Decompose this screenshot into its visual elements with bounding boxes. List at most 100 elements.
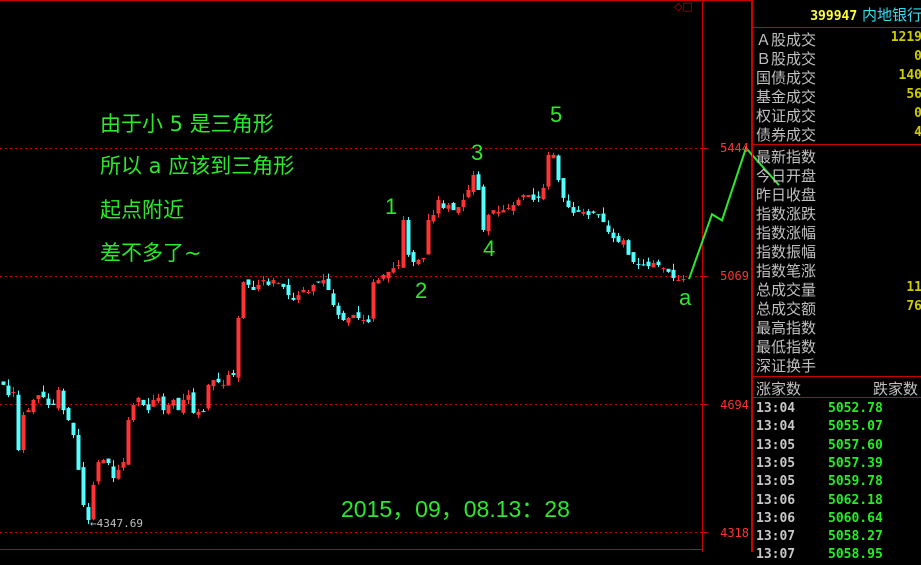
candle-up — [206, 384, 211, 409]
candle-up — [116, 469, 121, 479]
index-code: 399947 — [810, 9, 858, 24]
stat-value: 4 — [914, 125, 921, 140]
candle-down — [266, 281, 271, 285]
candlestick-chart — [0, 0, 780, 552]
up-count-label: 涨家数 — [756, 380, 802, 398]
candle-up — [506, 208, 511, 210]
candle-down — [606, 225, 611, 232]
candle-up — [91, 484, 96, 520]
candle-down — [216, 378, 221, 383]
candle-up — [131, 405, 136, 421]
stat-row: Ｂ股成交 0 — [756, 48, 921, 68]
candle-up — [386, 271, 391, 279]
candle-up — [166, 405, 171, 414]
candle-up — [456, 207, 461, 213]
candle-down — [291, 297, 296, 300]
candle-up — [371, 282, 376, 319]
candle-down — [631, 252, 636, 263]
candle-down — [411, 252, 416, 263]
candle-down — [146, 404, 151, 411]
candle-down — [86, 507, 91, 521]
tick-price: 5060.64 — [828, 510, 883, 526]
candle-up — [171, 399, 176, 406]
candle-down — [1, 381, 6, 385]
candle-down — [561, 178, 566, 198]
candle-up — [501, 210, 506, 213]
candle-down — [531, 194, 536, 200]
candle-up — [511, 205, 516, 211]
candle-up — [311, 284, 316, 292]
stat-row: 基金成交 56 — [756, 86, 921, 106]
candle-up — [346, 317, 351, 323]
tick-row: 13:04 5055.07 — [756, 419, 921, 437]
wave-label-1: 1 — [385, 194, 398, 219]
candle-up — [546, 154, 551, 187]
stat-label: 债券成交 — [756, 126, 817, 144]
candle-down — [571, 207, 576, 213]
stat-value: 0 — [914, 106, 921, 121]
candle-up — [36, 395, 41, 400]
candle-up — [551, 154, 556, 159]
field-row: 指数振幅 — [756, 241, 921, 261]
candle-up — [466, 189, 471, 198]
tick-price: 5052.78 — [828, 401, 883, 416]
stat-label: Ａ股成交 — [756, 31, 817, 49]
candle-down — [316, 281, 321, 283]
candle-down — [51, 403, 56, 406]
candle-down — [16, 394, 21, 451]
field-row: 指数笔涨 — [756, 260, 921, 280]
candle-down — [616, 236, 621, 242]
candle-up — [256, 284, 261, 290]
annotation-line: 差不多了~ — [100, 241, 202, 265]
candle-up — [306, 292, 311, 294]
candle-up — [471, 174, 476, 193]
candle-up — [236, 317, 241, 378]
stat-label: 国债成交 — [756, 69, 817, 87]
candle-down — [141, 399, 146, 406]
candle-up — [581, 211, 586, 214]
y-tick-label: 5069 — [720, 269, 749, 283]
candle-down — [76, 435, 81, 470]
candle-down — [566, 200, 571, 208]
tick-time: 13:05 — [756, 455, 796, 471]
annotation-line: 由于小 5 是三角形 — [100, 112, 274, 136]
candle-down — [281, 283, 286, 287]
field-label: 最高指数 — [756, 319, 817, 337]
tick-price: 5055.07 — [828, 419, 883, 435]
tick-time: 13:04 — [756, 419, 796, 435]
candle-up — [391, 268, 396, 273]
tick-row: 13:06 5060.64 — [756, 511, 921, 529]
candle-down — [476, 174, 481, 190]
field-row: 指数涨幅 — [756, 222, 921, 242]
candle-down — [586, 211, 591, 215]
candle-down — [41, 391, 46, 398]
candle-up — [186, 395, 191, 400]
stat-label: 权证成交 — [756, 107, 817, 125]
tick-price: 5057.60 — [828, 437, 883, 453]
candle-up — [26, 410, 31, 413]
tick-time: 13:07 — [756, 547, 796, 563]
field-row: 深证换手 — [756, 355, 921, 375]
candle-up — [56, 389, 61, 409]
wave-label-2: 2 — [415, 278, 428, 303]
candle-down — [81, 467, 86, 506]
candle-up — [11, 392, 16, 394]
candle-up — [96, 462, 101, 482]
candle-up — [516, 199, 521, 206]
candle-down — [176, 397, 181, 411]
tick-row: 13:05 5057.60 — [756, 438, 921, 456]
stat-value: 1219 — [890, 30, 921, 45]
candle-up — [651, 263, 656, 268]
candle-down — [536, 196, 541, 198]
candle-up — [351, 314, 356, 318]
candle-up — [296, 295, 301, 300]
candle-up — [276, 283, 281, 285]
candle-down — [671, 269, 676, 279]
tick-price: 5058.95 — [828, 547, 883, 563]
candle-down — [656, 261, 661, 266]
field-label: 指数涨跌 — [756, 205, 817, 223]
window-controls-icon[interactable]: ◇□ — [674, 0, 693, 13]
candle-up — [461, 199, 466, 208]
candle-down — [231, 372, 236, 375]
candle-down — [666, 268, 671, 272]
